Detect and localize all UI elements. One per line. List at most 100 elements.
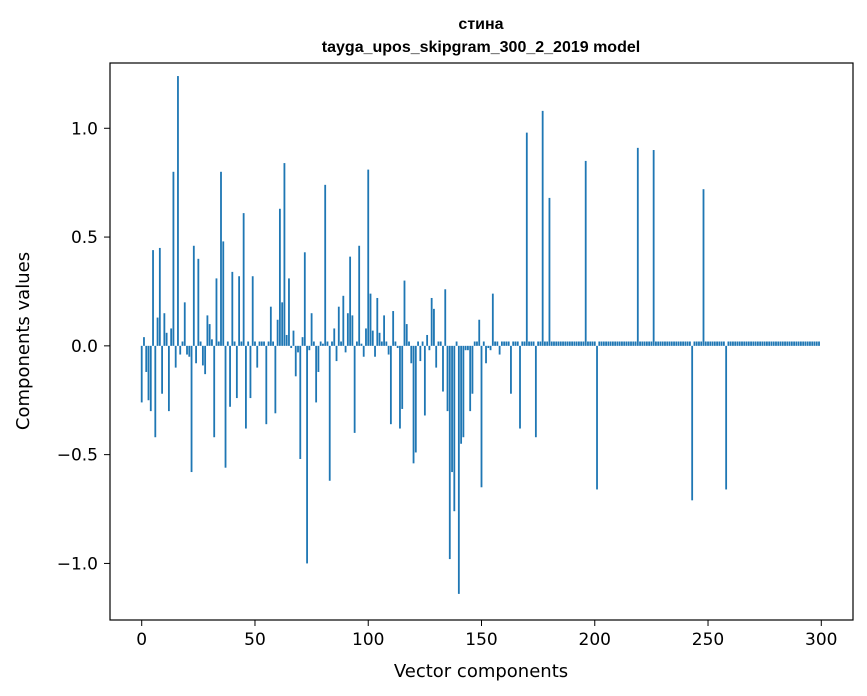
bar	[161, 345, 163, 394]
bar	[383, 315, 385, 346]
bar	[564, 341, 567, 346]
bar	[331, 341, 333, 346]
bar	[557, 341, 560, 346]
bar	[725, 345, 728, 490]
bar	[752, 341, 755, 346]
bar	[766, 341, 768, 346]
bar	[195, 345, 197, 364]
bar	[698, 341, 700, 346]
bar	[278, 208, 281, 346]
bar	[550, 341, 553, 346]
bar	[290, 345, 293, 349]
bar	[756, 341, 759, 346]
bar	[356, 341, 358, 346]
bar	[192, 245, 195, 346]
bar	[523, 341, 526, 346]
bar	[154, 345, 157, 438]
bar	[453, 345, 456, 512]
bar	[738, 341, 741, 346]
bar	[657, 341, 660, 346]
bar	[260, 341, 263, 346]
bar	[197, 258, 200, 346]
bar	[145, 345, 148, 372]
bar	[476, 341, 478, 346]
bar	[143, 337, 145, 346]
x-tick-label: 100	[352, 630, 384, 650]
bar	[172, 171, 175, 346]
bar	[471, 345, 474, 394]
bar	[584, 160, 587, 346]
bar	[179, 345, 182, 355]
bar	[405, 324, 408, 346]
bar	[310, 313, 313, 346]
bar	[611, 341, 614, 346]
bar	[367, 169, 370, 346]
bar	[568, 341, 571, 346]
bar	[467, 345, 469, 351]
x-tick-label: 50	[244, 630, 266, 650]
bar	[376, 297, 379, 346]
bar	[346, 313, 349, 346]
bar	[655, 341, 657, 346]
bar	[627, 341, 630, 346]
bar	[249, 345, 252, 399]
y-tick-label: 0.5	[71, 228, 98, 248]
bar	[152, 250, 154, 346]
bar	[170, 328, 173, 346]
bar	[818, 341, 820, 346]
bar	[292, 330, 295, 346]
bar	[414, 345, 417, 453]
bar	[211, 339, 213, 346]
bar	[464, 345, 467, 351]
bar	[417, 341, 419, 346]
bar	[670, 341, 673, 346]
bar	[201, 345, 204, 366]
bar	[267, 341, 270, 346]
bar	[258, 341, 261, 346]
bar	[389, 345, 392, 425]
bar	[575, 341, 578, 346]
bar	[736, 341, 739, 346]
bar	[337, 306, 340, 346]
bar	[788, 341, 791, 346]
bar	[410, 345, 413, 364]
bar	[804, 341, 807, 346]
bar	[512, 341, 515, 346]
bar	[419, 345, 422, 362]
bar	[541, 110, 544, 346]
chart-subtitle: tayga_upos_skipgram_300_2_2019 model	[322, 39, 640, 56]
bar	[795, 341, 798, 346]
chart-title: стина	[458, 16, 503, 33]
bar	[365, 328, 367, 346]
bar	[793, 341, 796, 346]
bar	[634, 341, 637, 346]
bar	[233, 341, 236, 346]
bar	[602, 341, 605, 346]
bar	[498, 345, 501, 355]
bar	[340, 341, 342, 346]
bar	[256, 345, 259, 368]
bar	[600, 341, 603, 346]
bar	[797, 341, 800, 346]
bar	[720, 341, 723, 346]
y-tick-label: 0.0	[71, 337, 98, 357]
bar	[664, 341, 666, 346]
bar	[412, 345, 415, 464]
bar	[489, 345, 492, 351]
bar	[684, 341, 687, 346]
bar	[344, 345, 347, 353]
bar	[392, 311, 395, 346]
bar	[487, 345, 490, 349]
bar	[469, 345, 472, 412]
bar	[385, 341, 388, 346]
bar	[285, 334, 288, 346]
bar	[380, 341, 383, 346]
bar	[772, 341, 775, 346]
bar	[761, 341, 764, 346]
bar	[616, 341, 619, 346]
bar	[702, 189, 705, 346]
bar	[507, 341, 510, 346]
bar	[700, 341, 703, 346]
bar	[659, 341, 662, 346]
bar	[401, 345, 404, 409]
